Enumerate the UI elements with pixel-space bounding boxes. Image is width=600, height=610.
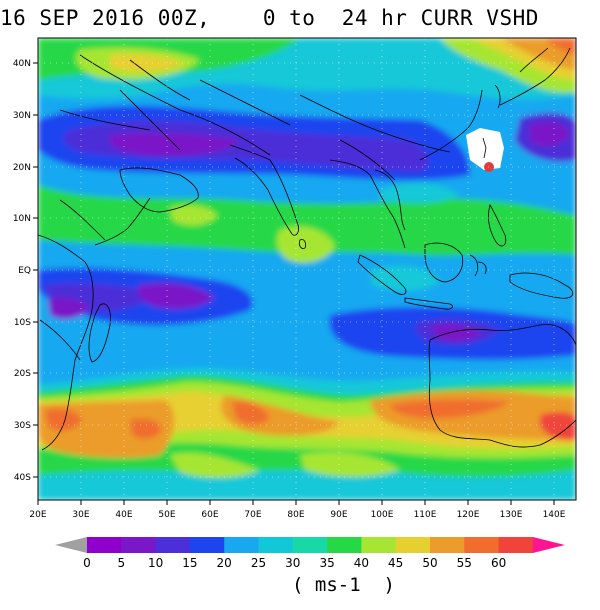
lon-label: 80E	[287, 510, 304, 520]
colorbar-label: 15	[182, 556, 197, 570]
colorbar-label: 50	[422, 556, 437, 570]
colorbar-cell	[464, 537, 500, 553]
lat-label: 10S	[14, 318, 31, 328]
lat-label: 40S	[14, 473, 31, 483]
colorbar-cell	[361, 537, 397, 553]
lon-label: 50E	[158, 510, 175, 520]
lon-label: 100E	[371, 510, 394, 520]
colorbar-cell	[189, 537, 225, 553]
colorbar-cell	[327, 537, 362, 553]
lon-label: 40E	[115, 510, 132, 520]
lon-label: 60E	[201, 510, 218, 520]
masked-region	[466, 128, 504, 170]
lat-label: 20N	[13, 163, 31, 173]
colorbar-cell	[395, 537, 431, 553]
graticule	[38, 38, 576, 500]
colorbar-label: 25	[251, 556, 266, 570]
colorbar-cell	[121, 537, 157, 553]
lon-label: 30E	[72, 510, 89, 520]
colorbar-cell	[430, 537, 465, 553]
colorbar-cell	[498, 537, 534, 553]
latitude-axis: 40N 30N 20N 10N EQ 10S 20S 30S 40S	[13, 59, 38, 483]
lon-label: 130E	[500, 510, 523, 520]
lat-label: 30S	[14, 421, 31, 431]
colorbar-cell	[87, 537, 122, 553]
coastlines	[38, 47, 576, 451]
colorbar-label: 5	[117, 556, 125, 570]
map-frame	[37, 37, 577, 501]
colorbar-label: 35	[319, 556, 334, 570]
colorbar-label: 0	[83, 556, 91, 570]
lon-label: 110E	[414, 510, 437, 520]
colorbar-label: 20	[217, 556, 232, 570]
colorbar-label: 60	[491, 556, 506, 570]
lat-label: 30N	[13, 111, 31, 121]
colorbar-label: 30	[285, 556, 300, 570]
units-label: ( ms-1 )	[292, 574, 395, 596]
longitude-axis: 20E 30E 40E 50E 60E 70E 80E 90E 100E 110…	[29, 500, 566, 520]
lat-label: EQ	[18, 266, 31, 276]
lon-label: 90E	[330, 510, 347, 520]
title-date: 16 SEP 2016 00Z,	[0, 6, 211, 30]
colorbar-labels: 0 5 10 15 20 25 30 35 40 45 50 55 60	[83, 556, 506, 570]
shear-field	[38, 38, 576, 500]
colorbar-cell	[258, 537, 294, 553]
colorbar-cells	[55, 537, 565, 553]
lon-label: 70E	[244, 510, 261, 520]
colorbar-label: 45	[388, 556, 403, 570]
colorbar-cell	[155, 537, 191, 553]
colorbar-cell	[292, 537, 328, 553]
colorbar-cell	[224, 537, 259, 553]
colorbar-under-triangle	[55, 537, 87, 553]
map-title: 16 SEP 2016 00Z, 0 to 24 hr CURR VSHD	[0, 2, 600, 34]
colorbar-label: 10	[148, 556, 163, 570]
colorbar-label: 55	[457, 556, 472, 570]
colorbar-over-triangle	[532, 537, 565, 553]
colorbar-label: 40	[354, 556, 369, 570]
lon-label: 140E	[543, 510, 566, 520]
lon-label: 120E	[457, 510, 480, 520]
lon-label: 20E	[29, 510, 46, 520]
lat-label: 40N	[13, 59, 31, 69]
title-range: 0 to 24 hr CURR VSHD	[262, 6, 539, 30]
lat-label: 20S	[14, 369, 31, 379]
lat-label: 10N	[13, 214, 31, 224]
